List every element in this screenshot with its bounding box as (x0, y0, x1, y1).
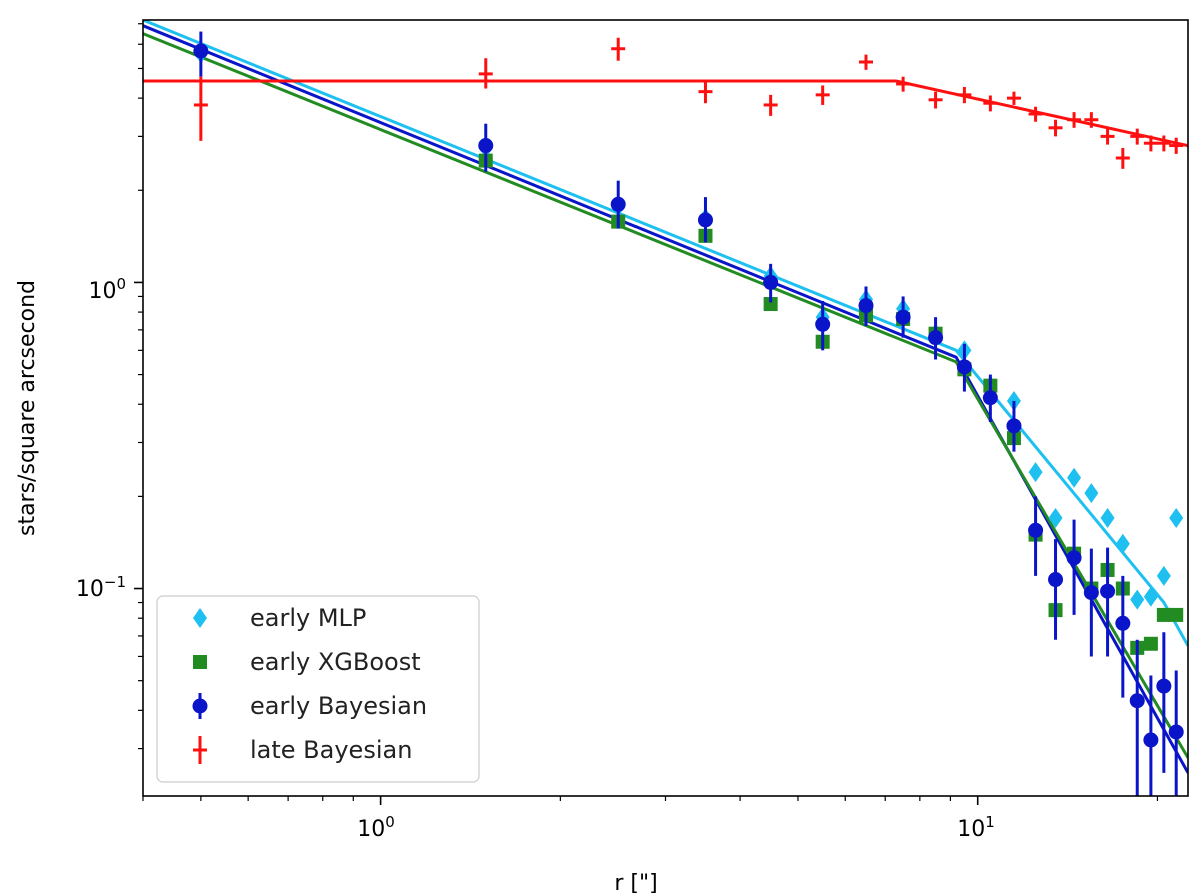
axis-ticks (134, 23, 1159, 805)
fit-line-early-xgboost (143, 32, 1188, 759)
data-point (1100, 583, 1116, 599)
data-point (1028, 462, 1043, 483)
legend-marker-early-mlp (193, 608, 207, 628)
data-point (763, 297, 778, 312)
legend-label-early-mlp: early MLP (250, 604, 366, 632)
y-axis-label: stars/square arcsecond (15, 280, 40, 536)
data-point (1083, 585, 1099, 601)
data-point (815, 316, 831, 332)
x-tick-label-10: 101 (957, 813, 995, 842)
data-point (895, 309, 911, 325)
y-tick-label-0.1: 10−1 (76, 573, 126, 602)
data-point (697, 212, 713, 228)
data-point (1100, 507, 1115, 528)
data-point (1143, 636, 1158, 651)
data-point (1115, 533, 1130, 554)
series-early-bayesian (193, 31, 1184, 796)
data-point (193, 43, 209, 59)
fit-lines (143, 20, 1188, 774)
data-point (1066, 550, 1082, 566)
data-point (1067, 467, 1082, 488)
data-point (1028, 522, 1044, 538)
data-point (610, 196, 626, 212)
legend-label-early-xgboost: early XGBoost (250, 648, 421, 676)
fit-line-early-bayesian (143, 24, 1188, 774)
fit-line-early-mlp (143, 20, 1188, 647)
data-point (928, 330, 944, 346)
data-point (478, 138, 494, 154)
x-axis-label: r ["] (614, 871, 657, 896)
legend-box (156, 595, 480, 783)
data-point (1006, 418, 1022, 434)
data-point (1129, 693, 1145, 709)
series-late-bayesian (193, 37, 1184, 169)
data-point (858, 298, 874, 314)
data-point (982, 390, 998, 406)
data-point (1168, 724, 1184, 740)
x-tick-label-1: 100 (357, 813, 395, 842)
legend-label-early-bayesian: early Bayesian (250, 692, 427, 720)
data-point (1143, 732, 1159, 748)
legend-marker-early-bayesian (192, 698, 208, 714)
legend-marker-early-xgboost (193, 655, 207, 669)
data-markers (193, 31, 1184, 796)
data-point (1115, 615, 1131, 631)
data-point (956, 359, 972, 375)
data-point (1169, 507, 1184, 528)
data-point (1156, 678, 1172, 694)
data-point (1143, 586, 1158, 607)
data-point (1048, 507, 1063, 528)
data-point (1156, 607, 1171, 622)
data-point (1048, 572, 1064, 588)
data-point (1156, 565, 1171, 586)
legend-label-late-bayesian: late Bayesian (250, 736, 412, 764)
data-point (763, 274, 779, 290)
legend-markers (192, 608, 208, 764)
data-point (1169, 607, 1184, 622)
data-point (1130, 589, 1145, 610)
y-tick-label-1: 100 (88, 275, 126, 304)
data-point (1084, 483, 1099, 504)
legend: early MLP early XGBoost early Bayesian l… (156, 595, 480, 783)
